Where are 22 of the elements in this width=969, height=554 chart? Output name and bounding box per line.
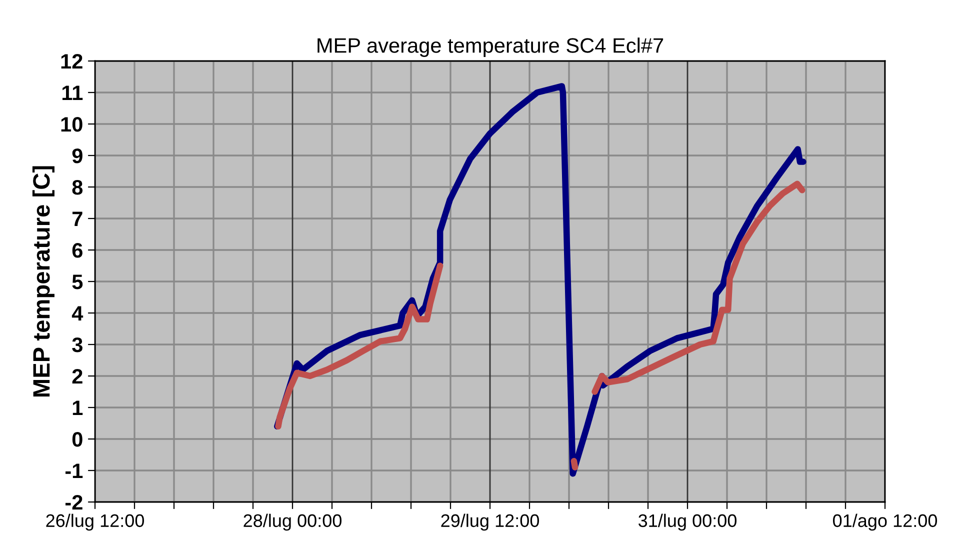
y-tick-label: 3 <box>72 338 82 352</box>
y-tick-label: 2 <box>72 369 82 384</box>
chart-title: MEP average temperature SC4 Ecl#7 <box>318 38 664 57</box>
x-tick-label: 28/lug 00:00 <box>244 514 342 531</box>
y-tick-label: 9 <box>72 148 82 164</box>
x-tick-label: 31/lug 00:00 <box>638 514 736 531</box>
y-tick-label: 10 <box>61 117 82 132</box>
y-tick-label: -1 <box>65 464 83 478</box>
y-axis-title: MEP temperature [C] <box>32 166 54 396</box>
x-tick-label: 01/ago 12:00 <box>833 514 938 531</box>
y-tick-label: 11 <box>62 86 83 100</box>
y-tick-label: 5 <box>72 274 83 290</box>
y-tick-label: 12 <box>61 54 82 69</box>
x-tick-label: 29/lug 12:00 <box>441 514 539 531</box>
y-tick-label: 8 <box>72 180 83 195</box>
y-tick-label: 4 <box>72 306 84 321</box>
x-tick-label: 26/lug 12:00 <box>46 514 144 531</box>
y-tick-label: 7 <box>72 212 82 226</box>
y-tick-label: 6 <box>72 243 82 258</box>
y-tick-label: 0 <box>72 432 82 447</box>
y-tick-label: -2 <box>65 495 82 510</box>
y-tick-label: 1 <box>72 400 83 416</box>
